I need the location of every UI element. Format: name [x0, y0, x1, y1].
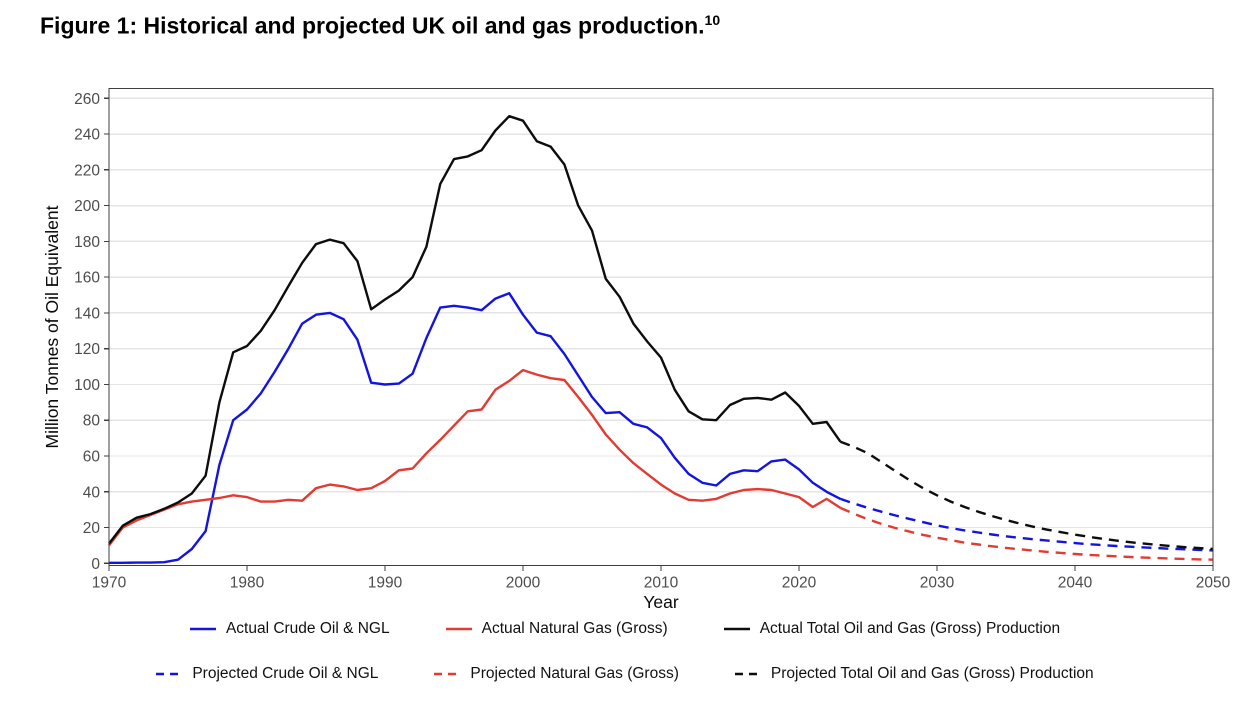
- dashed-line-swatch-icon: [434, 672, 461, 676]
- y-tick-label: 200: [74, 198, 100, 215]
- y-tick-label: 80: [83, 413, 101, 430]
- legend-item-actual-total-oil-and-gas-gross-production: Actual Total Oil and Gas (Gross) Product…: [723, 620, 1061, 638]
- gridlines: [109, 97, 1213, 529]
- data-series-lines: [108, 115, 1214, 564]
- solid-line-swatch-icon: [445, 627, 472, 631]
- x-tick-label: 2040: [1058, 575, 1093, 592]
- x-tick-label: 1990: [368, 575, 403, 592]
- y-tick-label: 260: [74, 91, 100, 108]
- legend-label: Actual Total Oil and Gas (Gross) Product…: [759, 620, 1061, 637]
- y-tick-label: 140: [74, 305, 100, 322]
- legend-row-projected: Projected Crude Oil & NGL Projected Natur…: [0, 663, 1250, 685]
- y-tick-label: 0: [91, 556, 100, 573]
- legend-label: Projected Natural Gas (Gross): [470, 665, 679, 682]
- y-tick-label: 60: [83, 448, 101, 465]
- legend-label: Actual Crude Oil & NGL: [225, 620, 390, 637]
- solid-line-swatch-icon: [723, 627, 750, 631]
- series-line-actual-total-oil-and-gas-gross-production: [108, 115, 842, 545]
- legend-item-projected-total-oil-and-gas-gross-production: Projected Total Oil and Gas (Gross) Prod…: [734, 665, 1094, 683]
- legend-item-actual-natural-gas-gross-: Actual Natural Gas (Gross): [445, 620, 668, 638]
- legend-row-actual: Actual Crude Oil & NGL Actual Natural Gas…: [0, 618, 1250, 640]
- x-tick-label: 1970: [92, 575, 127, 592]
- series-line-actual-crude-oil-ngl: [109, 292, 841, 564]
- y-tick-label: 220: [74, 162, 100, 179]
- solid-line-swatch-icon: [189, 627, 216, 631]
- y-tick-label: 40: [83, 484, 101, 501]
- figure-title-superscript: 10: [704, 12, 721, 28]
- legend-label: Projected Total Oil and Gas (Gross) Prod…: [770, 665, 1094, 682]
- y-tick-label: 160: [74, 270, 100, 287]
- x-tick-label: 2020: [782, 575, 817, 592]
- panel-border: [108, 87, 1214, 567]
- x-tick-label: 2000: [506, 575, 541, 592]
- x-tick-label: 1980: [230, 575, 265, 592]
- legend-item-actual-crude-oil-ngl: Actual Crude Oil & NGL: [189, 620, 390, 638]
- x-tick-label: 2050: [1196, 575, 1231, 592]
- chart-canvas: 0204060801001201401601802002202402601970…: [42, 87, 1231, 612]
- y-tick-label: 120: [74, 341, 100, 358]
- series-line-projected-crude-oil-ngl: [840, 497, 1214, 552]
- axes: 0204060801001201401601802002202402601970…: [74, 87, 1231, 592]
- x-tick-label: 2030: [920, 575, 955, 592]
- y-tick-label: 240: [74, 127, 100, 144]
- legend-label: Actual Natural Gas (Gross): [481, 620, 668, 637]
- series-line-projected-natural-gas-gross-: [839, 506, 1214, 561]
- series-line-projected-total-oil-and-gas-gross-production: [839, 440, 1214, 551]
- dashed-line-swatch-icon: [156, 672, 183, 676]
- legend-label: Projected Crude Oil & NGL: [192, 665, 379, 682]
- figure-title-text: Figure 1: Historical and projected UK oi…: [40, 12, 705, 39]
- x-axis-title: Year: [643, 592, 679, 612]
- dashed-line-swatch-icon: [734, 672, 761, 676]
- legend-item-projected-natural-gas-gross-: Projected Natural Gas (Gross): [434, 665, 679, 683]
- y-tick-label: 20: [83, 520, 101, 537]
- series-line-actual-natural-gas-gross-: [108, 368, 842, 547]
- y-tick-label: 100: [74, 377, 100, 394]
- y-tick-label: 180: [74, 234, 100, 251]
- y-axis-title: Million Tonnes of Oil Equivalent: [42, 205, 62, 448]
- legend-item-projected-crude-oil-ngl: Projected Crude Oil & NGL: [156, 665, 378, 683]
- figure-title: Figure 1: Historical and projected UK oi…: [40, 12, 720, 40]
- x-tick-label: 2010: [644, 575, 679, 592]
